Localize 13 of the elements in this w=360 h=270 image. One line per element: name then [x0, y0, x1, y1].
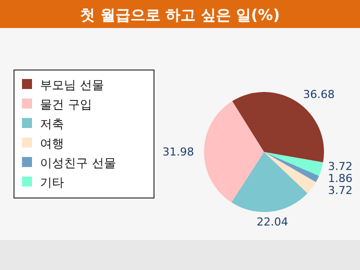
legend-label: 부모님 선물: [40, 78, 104, 92]
legend-label: 이성친구 선물: [40, 156, 116, 170]
legend-label: 물건 구입: [40, 98, 92, 112]
legend-label: 기타: [40, 176, 64, 190]
data-label: 22.04: [256, 216, 288, 228]
legend-label: 저축: [40, 117, 64, 131]
data-label: 3.72: [328, 184, 352, 197]
data-label: 31.98: [162, 146, 194, 159]
data-label: 36.68: [303, 88, 335, 101]
chart-title: 첫 월급으로 하고 싶은 일(%): [80, 6, 280, 24]
data-label: 1.86: [328, 172, 352, 185]
data-label: 3.72: [328, 160, 352, 173]
legend-label: 여행: [40, 136, 64, 150]
